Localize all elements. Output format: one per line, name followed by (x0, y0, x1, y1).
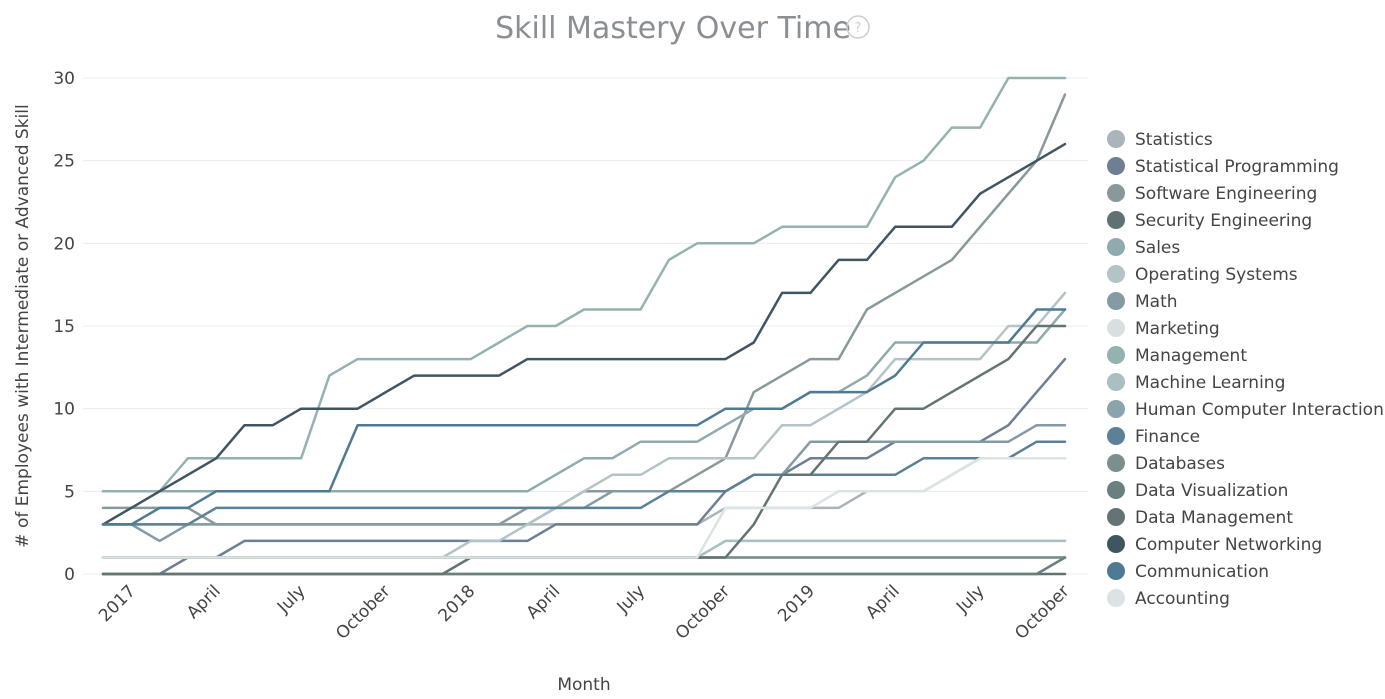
legend-item-management[interactable]: Management (1107, 346, 1247, 366)
legend-item-data-visualization[interactable]: Data Visualization (1107, 481, 1288, 501)
y-tick-label: 5 (64, 482, 75, 502)
legend-label: Sales (1135, 238, 1180, 258)
legend-marker (1107, 454, 1125, 472)
y-axis-label: # of Employees with Intermediate or Adva… (13, 104, 33, 547)
x-axis-ticks: 2017 April July October 2018 April July October… (95, 581, 1073, 643)
series-line-sales[interactable] (101, 308, 1067, 493)
legend-marker (1107, 508, 1125, 526)
legend-item-sales[interactable]: Sales (1107, 238, 1180, 258)
y-tick-label: 30 (53, 69, 75, 89)
legend-item-math[interactable]: Math (1107, 292, 1178, 312)
legend-label: Marketing (1135, 319, 1220, 339)
legend-marker (1107, 238, 1125, 256)
legend-marker (1107, 346, 1125, 364)
y-tick-label: 15 (53, 317, 75, 337)
legend-label: Accounting (1135, 589, 1230, 609)
legend-marker (1107, 157, 1125, 175)
legend-label: Computer Networking (1135, 535, 1322, 555)
series-lines (101, 76, 1067, 576)
legend-label: Statistics (1135, 130, 1213, 150)
chart-title: Skill Mastery Over Time (495, 11, 851, 46)
legend-item-databases[interactable]: Databases (1107, 454, 1225, 474)
x-tick-label: July (273, 581, 309, 617)
legend-marker (1107, 373, 1125, 391)
legend-item-computer-networking[interactable]: Computer Networking (1107, 535, 1322, 555)
y-tick-label: 25 (53, 152, 75, 172)
legend-label: Math (1135, 292, 1178, 312)
legend-label: Statistical Programming (1135, 157, 1339, 177)
legend-marker (1107, 562, 1125, 580)
series-line-accounting[interactable] (101, 457, 1067, 559)
legend-marker (1107, 211, 1125, 229)
x-axis-label: Month (557, 675, 610, 695)
legend-item-operating-systems[interactable]: Operating Systems (1107, 265, 1298, 285)
legend-item-statistical-programming[interactable]: Statistical Programming (1107, 157, 1339, 177)
series-line-communication[interactable] (101, 308, 1067, 526)
legend-marker (1107, 535, 1125, 553)
legend-label: Human Computer Interaction (1135, 400, 1384, 420)
legend-marker (1107, 130, 1125, 148)
legend-item-data-management[interactable]: Data Management (1107, 508, 1293, 528)
series-line-data-visualization[interactable] (101, 556, 1067, 576)
help-symbol: ? (855, 21, 862, 36)
question-circle-icon[interactable] (846, 15, 870, 39)
x-tick-label: 2019 (774, 581, 819, 626)
grid-lines (83, 77, 1088, 575)
x-tick-label: July (952, 581, 988, 617)
legend-item-accounting[interactable]: Accounting (1107, 589, 1230, 609)
legend-marker (1107, 319, 1125, 337)
legend-item-statistics[interactable]: Statistics (1107, 130, 1213, 150)
legend-marker (1107, 292, 1125, 310)
x-tick-label: October (672, 581, 734, 643)
legend-item-machine-learning[interactable]: Machine Learning (1107, 373, 1285, 393)
x-tick-label: July (613, 581, 649, 617)
y-tick-label: 20 (53, 234, 75, 254)
x-tick-label: April (862, 581, 904, 623)
y-tick-label: 0 (64, 565, 75, 585)
x-tick-label: 2017 (95, 581, 140, 626)
legend-marker (1107, 481, 1125, 499)
x-tick-label: April (183, 581, 225, 623)
series-line-machine-learning[interactable] (101, 539, 1067, 559)
legend-label: Machine Learning (1135, 373, 1285, 393)
series-line-finance[interactable] (101, 440, 1067, 526)
legend-label: Data Management (1135, 508, 1293, 528)
legend-marker (1107, 589, 1125, 607)
legend: Statistics Statistical Programming Softwar… (1107, 130, 1384, 609)
legend-label: Management (1135, 346, 1247, 366)
series-line-marketing[interactable] (101, 539, 1067, 559)
legend-label: Software Engineering (1135, 184, 1317, 204)
x-tick-label: October (332, 581, 394, 643)
y-axis-ticks: 0 5 10 15 20 25 30 (53, 69, 75, 585)
x-tick-label: April (523, 581, 565, 623)
legend-label: Security Engineering (1135, 211, 1312, 231)
legend-marker (1107, 265, 1125, 283)
series-line-management[interactable] (101, 76, 1067, 493)
series-line-computer-networking[interactable] (101, 142, 1067, 526)
legend-label: Databases (1135, 454, 1225, 474)
legend-item-human-computer-interaction[interactable]: Human Computer Interaction (1107, 400, 1384, 420)
legend-marker (1107, 400, 1125, 418)
help-button[interactable]: ? (846, 15, 870, 39)
legend-item-security-engineering[interactable]: Security Engineering (1107, 211, 1312, 231)
y-tick-label: 10 (53, 400, 75, 420)
series-line-data-management[interactable] (101, 324, 1067, 576)
legend-label: Communication (1135, 562, 1269, 582)
legend-marker (1107, 184, 1125, 202)
legend-label: Data Visualization (1135, 481, 1288, 501)
legend-item-finance[interactable]: Finance (1107, 427, 1200, 447)
legend-label: Finance (1135, 427, 1200, 447)
legend-item-marketing[interactable]: Marketing (1107, 319, 1220, 339)
legend-item-software-engineering[interactable]: Software Engineering (1107, 184, 1317, 204)
legend-item-communication[interactable]: Communication (1107, 562, 1269, 582)
legend-label: Operating Systems (1135, 265, 1298, 285)
legend-marker (1107, 427, 1125, 445)
x-tick-label: 2018 (435, 581, 480, 626)
x-tick-label: October (1011, 581, 1073, 643)
